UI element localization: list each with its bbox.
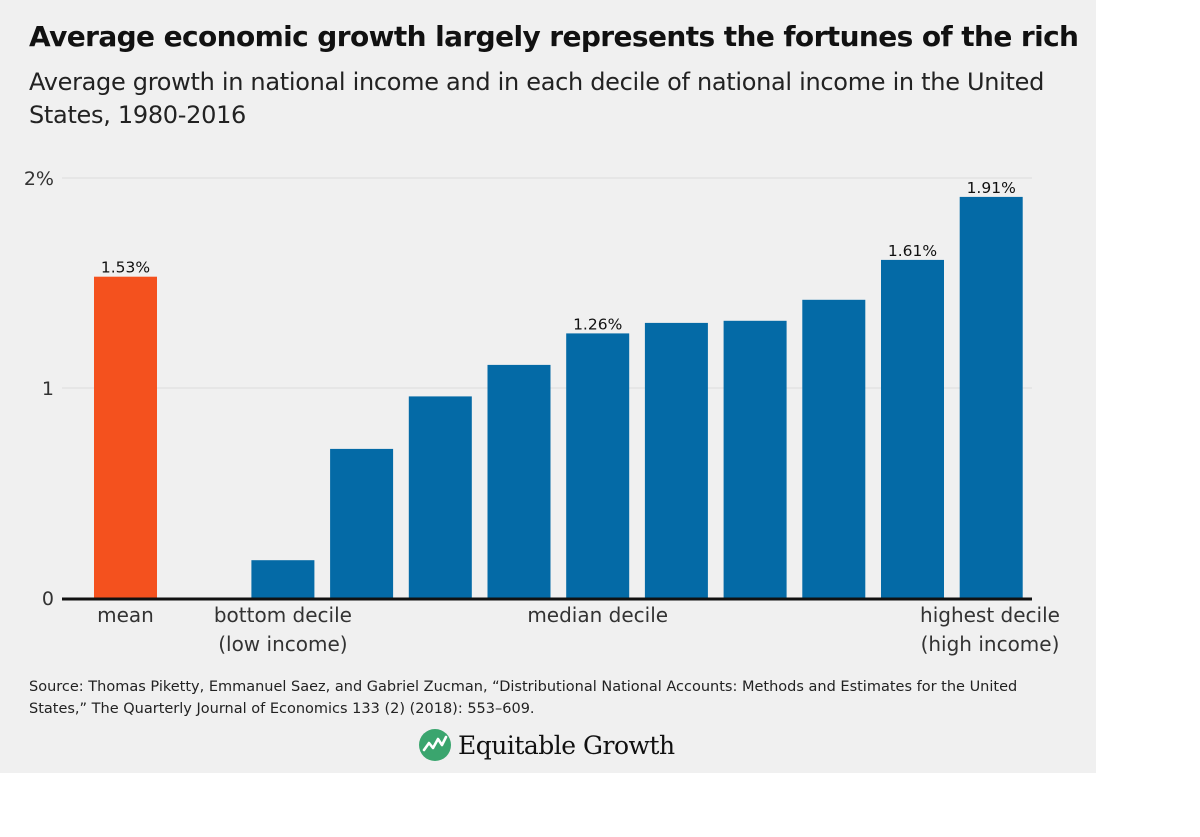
bar-value-label-6: 1.26% xyxy=(573,315,622,333)
equitable-growth-chart-icon xyxy=(419,729,451,761)
bar-2 xyxy=(251,560,315,598)
category-label-3-1: (high income) xyxy=(921,632,1060,656)
source-note: Source: Thomas Piketty, Emmanuel Saez, a… xyxy=(29,679,1018,717)
bar-11 xyxy=(959,196,1023,598)
bar-9 xyxy=(802,299,866,598)
bars xyxy=(94,196,1023,598)
chart-subtitle: Average growth in national income and in… xyxy=(29,68,1045,129)
y-tick-label-2: 2% xyxy=(24,168,54,190)
chart-card: Average economic growth largely represen… xyxy=(0,0,1096,773)
bar-chart: 0 1 2% 1.53% 1.26% 1.61% 1.91% mean bottom decil… xyxy=(24,168,1060,656)
bar-5 xyxy=(487,364,551,598)
bar-6 xyxy=(566,333,630,598)
bar-value-label-11: 1.91% xyxy=(967,179,1016,197)
category-label-2-0: median decile xyxy=(527,603,668,627)
bar-8 xyxy=(723,320,787,598)
brand-name: Equitable Growth xyxy=(458,730,675,760)
category-label-1-0: bottom decile xyxy=(214,603,352,627)
brand-logo[interactable]: Equitable Growth xyxy=(418,728,675,762)
bar-10 xyxy=(881,259,944,598)
category-label-1-1: (low income) xyxy=(218,632,347,656)
category-label-3-0: highest decile xyxy=(920,603,1060,627)
y-tick-label-0: 0 xyxy=(42,588,54,610)
bar-4 xyxy=(408,396,472,598)
bar-0 xyxy=(94,276,157,598)
labels: 0 1 2% 1.53% 1.26% 1.61% 1.91% mean bottom decil… xyxy=(24,168,1060,656)
bar-value-label-10: 1.61% xyxy=(888,242,937,260)
bar-7 xyxy=(644,322,708,598)
y-tick-label-1: 1 xyxy=(42,378,54,400)
bar-3 xyxy=(330,448,394,598)
bar-value-label-0: 1.53% xyxy=(101,259,150,277)
category-label-0-0: mean xyxy=(97,603,154,627)
chart-title: Average economic growth largely represen… xyxy=(29,20,1079,53)
